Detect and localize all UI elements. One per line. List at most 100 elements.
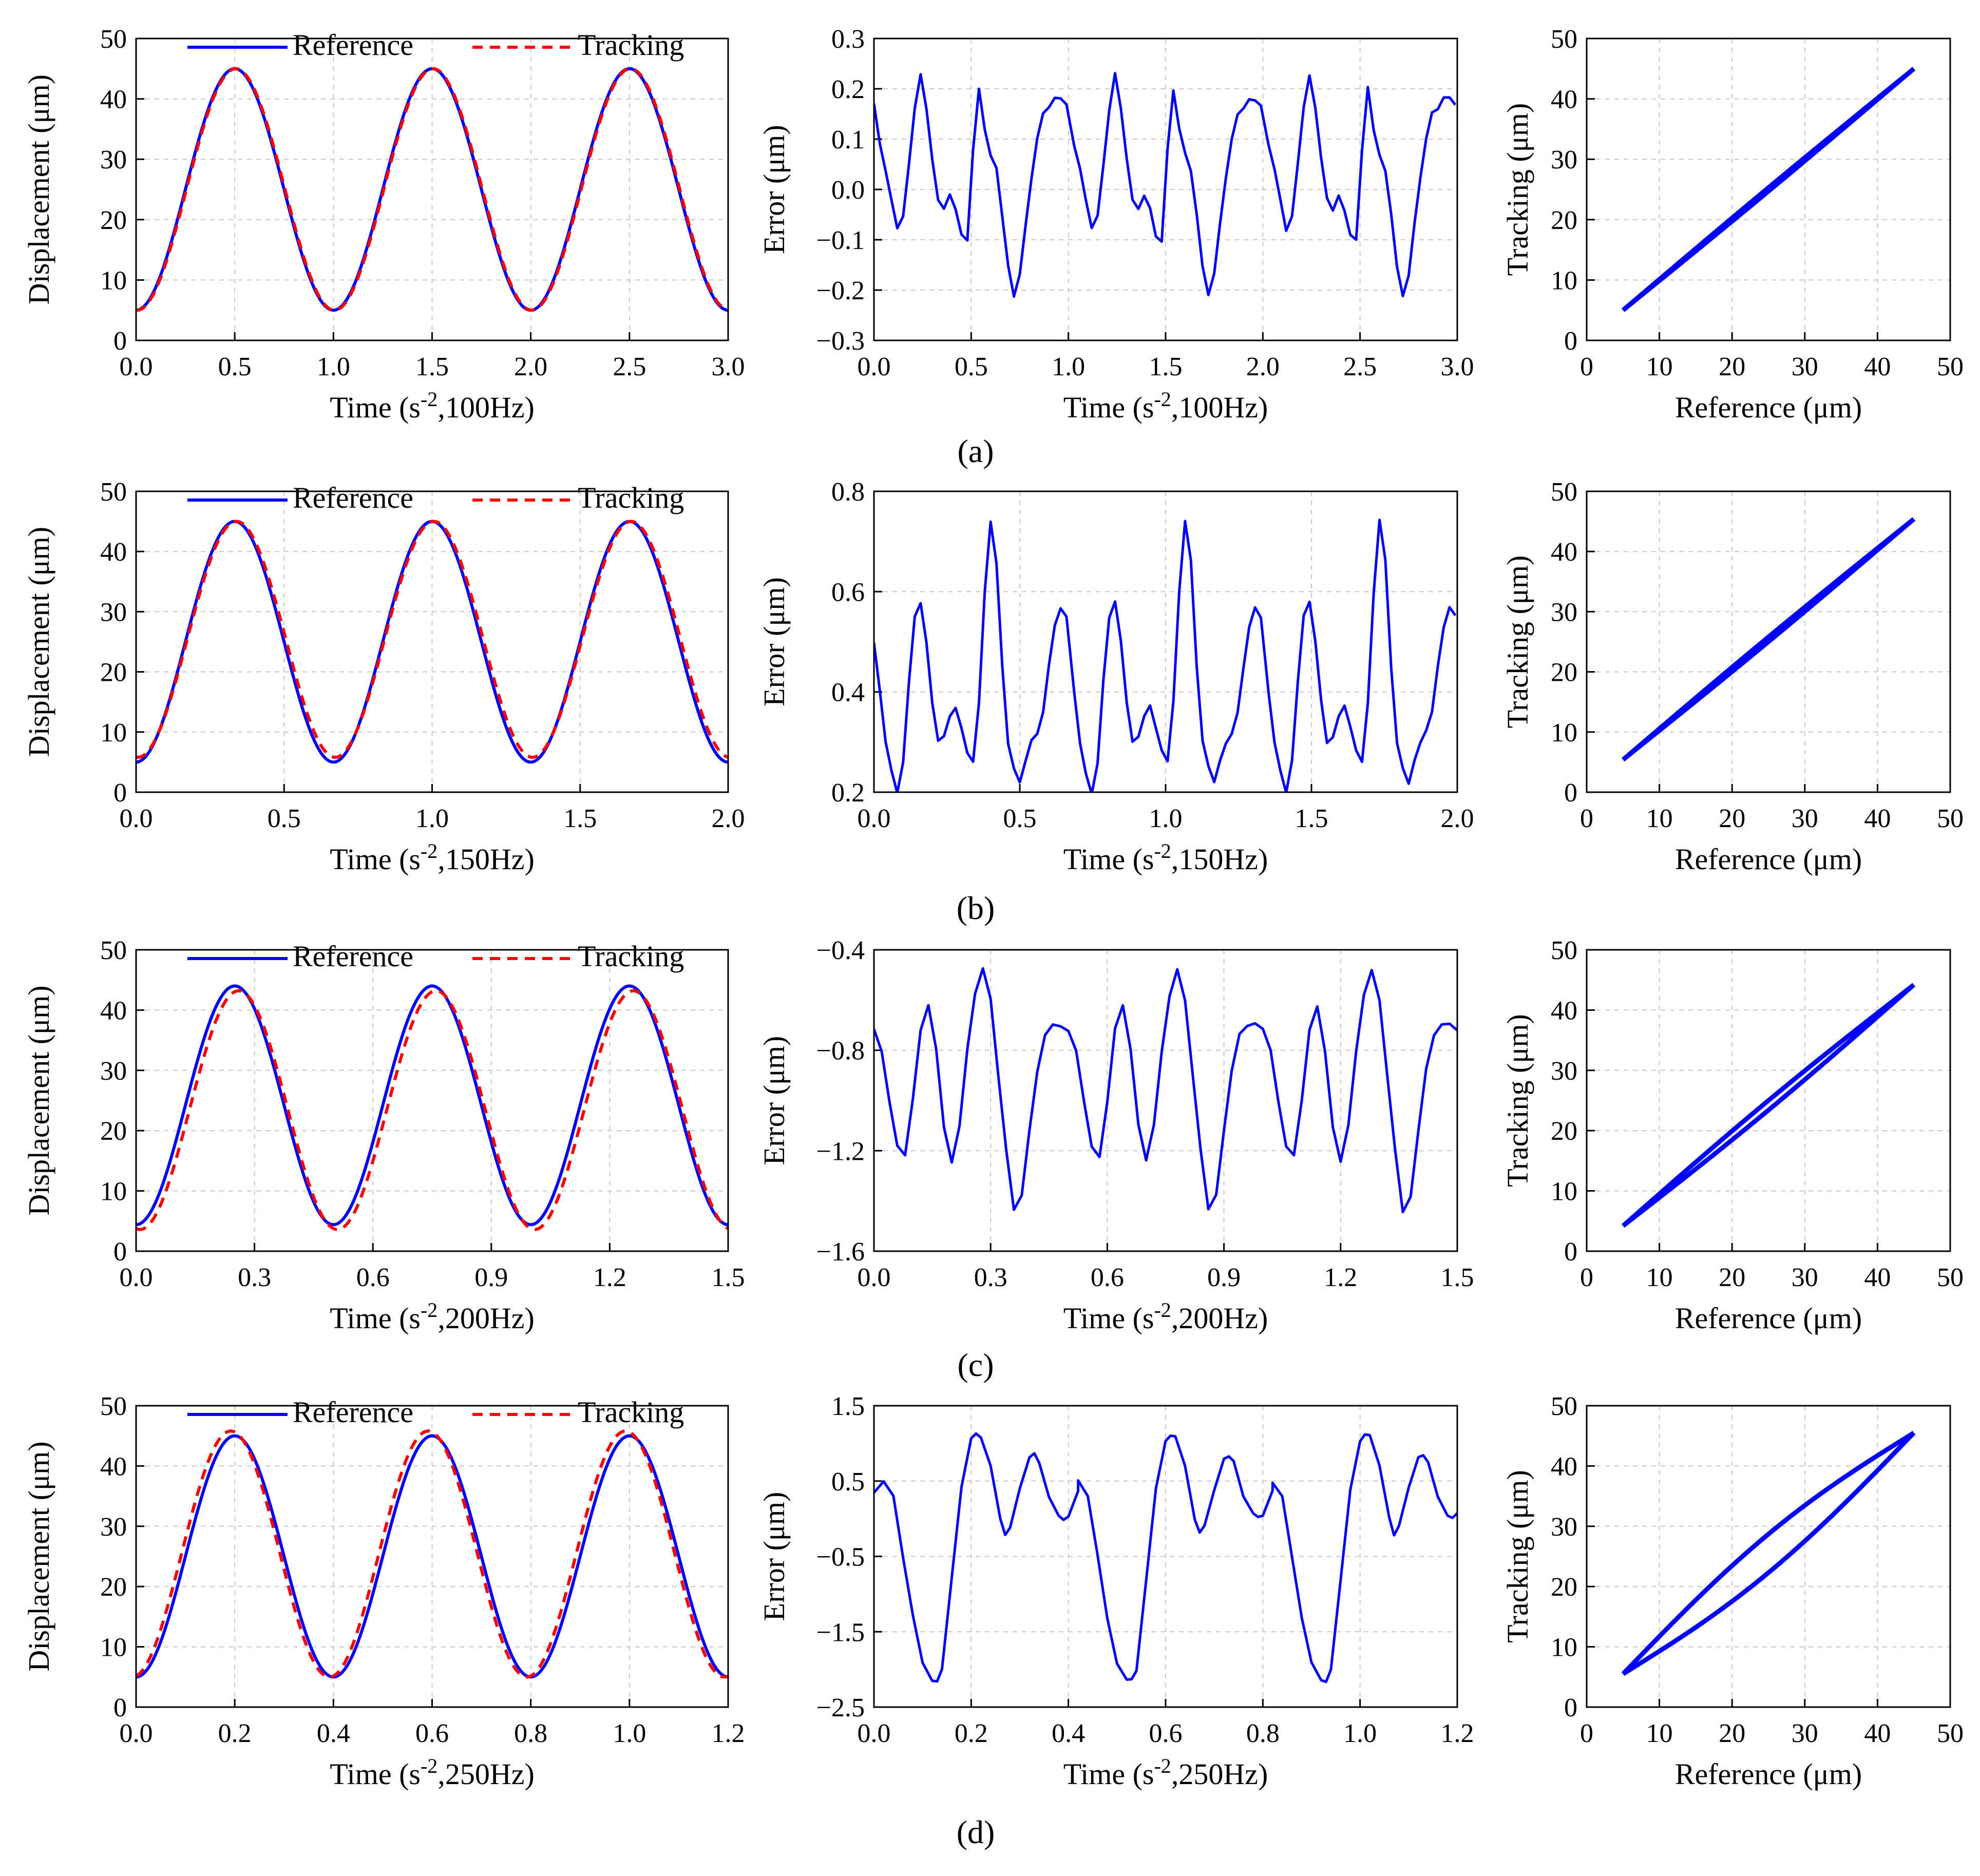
y-tick-label: 10 bbox=[1551, 1633, 1577, 1662]
x-tick-label: 0.0 bbox=[858, 804, 891, 833]
series-error-line bbox=[874, 1432, 1457, 1683]
x-axis-label-exponent: -2 bbox=[421, 1298, 437, 1322]
legend: Reference Tracking bbox=[187, 940, 684, 973]
y-tick-label: 0.3 bbox=[831, 25, 865, 54]
y-tick-label: −0.1 bbox=[816, 226, 865, 255]
plot-frame bbox=[873, 949, 1458, 1252]
series-reference-line bbox=[136, 984, 728, 1227]
x-tick-label: 30 bbox=[1792, 352, 1818, 381]
x-axis-label-base: Time (s bbox=[330, 843, 421, 876]
y-tick-label: 30 bbox=[1551, 1057, 1577, 1086]
x-axis-label-base: Time (s bbox=[1063, 1301, 1154, 1335]
x-tick-label: 0.2 bbox=[218, 1719, 252, 1748]
y-tick-label: 50 bbox=[100, 1392, 127, 1421]
x-tick-label: 0.5 bbox=[268, 804, 301, 833]
y-tick-label: −0.3 bbox=[816, 327, 865, 356]
y-tick-label: −0.8 bbox=[816, 1037, 865, 1066]
x-tick-label: 2.5 bbox=[613, 352, 646, 381]
plot-frame bbox=[135, 490, 729, 793]
x-axis-label-base: Time (s bbox=[1063, 843, 1154, 876]
y-tick-label: 0 bbox=[113, 778, 127, 808]
y-tick-label: 50 bbox=[1551, 25, 1577, 54]
y-tick-label: 0.1 bbox=[831, 125, 865, 155]
legend-label-tracking: Tracking bbox=[578, 1395, 684, 1429]
legend-label-reference: Reference bbox=[293, 940, 413, 973]
plot-frame bbox=[135, 1405, 729, 1708]
y-tick-label: 0.6 bbox=[831, 578, 865, 607]
y-axis-label: Displacement (μm) bbox=[22, 985, 55, 1215]
y-tick-label: 0.2 bbox=[831, 778, 865, 808]
x-tick-label: 10 bbox=[1646, 352, 1673, 381]
x-tick-label: 1.0 bbox=[317, 352, 350, 381]
chart-panel-d1: 0.0 0.2 0.4 0.6 0.8 1.0 1.2 0 10 20 30 40 50 Time (s-… bbox=[22, 1392, 745, 1791]
x-tick-label: 0.6 bbox=[356, 1263, 390, 1292]
y-tick-label: 0.8 bbox=[831, 477, 865, 507]
x-tick-label: 0.0 bbox=[858, 352, 891, 381]
x-tick-label: 0.0 bbox=[120, 804, 153, 833]
y-tick-label: 0 bbox=[1564, 778, 1577, 808]
y-axis-label: Tracking (μm) bbox=[1501, 556, 1534, 729]
x-tick-label: 0 bbox=[1580, 804, 1593, 833]
y-axis-label: Displacement (μm) bbox=[22, 1441, 55, 1671]
x-axis-label-exponent: -2 bbox=[1154, 1298, 1171, 1322]
y-tick-label: 10 bbox=[1551, 266, 1577, 295]
y-axis-label: Tracking (μm) bbox=[1501, 1014, 1534, 1187]
chart-panel-d3: 0 10 20 30 40 50 0 10 20 30 40 50 Reference (μm) Trac… bbox=[1501, 1392, 1964, 1791]
series-tracking-line bbox=[136, 67, 728, 312]
x-tick-label: 0 bbox=[1580, 1263, 1593, 1292]
y-axis-label: Error (μm) bbox=[757, 1036, 791, 1165]
x-tick-label: 0 bbox=[1580, 1719, 1593, 1748]
chart-panel-b2: 0.0 0.5 1.0 1.5 2.0 0.2 0.4 0.6 0.8 Time (s-2,150… bbox=[757, 477, 1474, 876]
x-axis-label-exponent: -2 bbox=[1154, 1754, 1171, 1777]
legend: Reference Tracking bbox=[187, 481, 684, 514]
y-tick-label: 0 bbox=[113, 1693, 127, 1722]
y-tick-label: 0.5 bbox=[831, 1467, 865, 1497]
chart-panel-a2: 0.0 0.5 1.0 1.5 2.0 2.5 3.0 −0.3 −0.2 −0.1 0.0 0.1 0… bbox=[757, 25, 1474, 424]
y-axis-label: Error (μm) bbox=[757, 125, 791, 254]
plot-frame bbox=[1586, 490, 1951, 793]
hysteresis-loop-upper bbox=[1621, 983, 1915, 1228]
x-tick-label: 1.5 bbox=[712, 1263, 745, 1292]
y-tick-label: 50 bbox=[1551, 477, 1577, 507]
x-tick-label: 0.8 bbox=[514, 1719, 547, 1748]
x-tick-label: 0.4 bbox=[317, 1719, 350, 1748]
plot-frame bbox=[873, 1405, 1458, 1708]
y-tick-label: 0 bbox=[1564, 1237, 1577, 1267]
y-tick-label: 30 bbox=[100, 145, 127, 175]
y-tick-label: 50 bbox=[100, 477, 127, 507]
y-axis-label: Tracking (μm) bbox=[1501, 103, 1534, 276]
x-tick-label: 40 bbox=[1864, 352, 1891, 381]
y-tick-label: 20 bbox=[1551, 1573, 1577, 1602]
chart-panel-c3: 0 10 20 30 40 50 0 10 20 30 40 50 Reference (μm) Trac… bbox=[1501, 936, 1964, 1335]
x-axis-label-rest: ,150Hz) bbox=[1171, 843, 1268, 876]
panel-caption: (c) bbox=[957, 1347, 994, 1383]
x-tick-label: 50 bbox=[1937, 1719, 1964, 1748]
y-axis-label: Error (μm) bbox=[757, 577, 791, 706]
x-tick-label: 0.2 bbox=[955, 1719, 988, 1748]
x-tick-label: 10 bbox=[1646, 1719, 1673, 1748]
y-tick-label: 20 bbox=[100, 206, 127, 235]
x-tick-label: 0.9 bbox=[474, 1263, 508, 1292]
x-tick-label: 2.0 bbox=[712, 804, 745, 833]
y-axis-label: Displacement (μm) bbox=[22, 74, 55, 304]
y-tick-label: 30 bbox=[1551, 1513, 1577, 1542]
y-tick-label: −2.5 bbox=[816, 1693, 865, 1722]
x-axis-label-base: Time (s bbox=[1063, 1757, 1154, 1791]
y-tick-label: 20 bbox=[100, 1117, 127, 1146]
x-tick-label: 1.2 bbox=[593, 1263, 626, 1292]
x-tick-label: 0.3 bbox=[238, 1263, 271, 1292]
x-tick-label: 1.5 bbox=[415, 352, 449, 381]
x-axis-label-rest: ,200Hz) bbox=[1171, 1301, 1268, 1335]
chart-panel-d2: 0.0 0.2 0.4 0.6 0.8 1.0 1.2 −2.5 −1.5 −0.5 0.5 1.5 T… bbox=[757, 1392, 1474, 1791]
hysteresis-loop-lower bbox=[1622, 983, 1916, 1228]
x-tick-label: 0.5 bbox=[218, 352, 252, 381]
y-tick-label: 40 bbox=[1551, 1452, 1577, 1481]
y-tick-label: −1.2 bbox=[816, 1137, 865, 1166]
x-axis-label-rest: ,100Hz) bbox=[1171, 391, 1268, 424]
x-tick-label: 0.0 bbox=[120, 1263, 153, 1292]
x-axis-label-rest: ,150Hz) bbox=[437, 843, 534, 876]
y-tick-label: 30 bbox=[1551, 145, 1577, 175]
x-axis-label-base: Time (s bbox=[1063, 391, 1154, 424]
x-tick-label: 20 bbox=[1719, 352, 1745, 381]
x-tick-label: 2.0 bbox=[1441, 804, 1474, 833]
